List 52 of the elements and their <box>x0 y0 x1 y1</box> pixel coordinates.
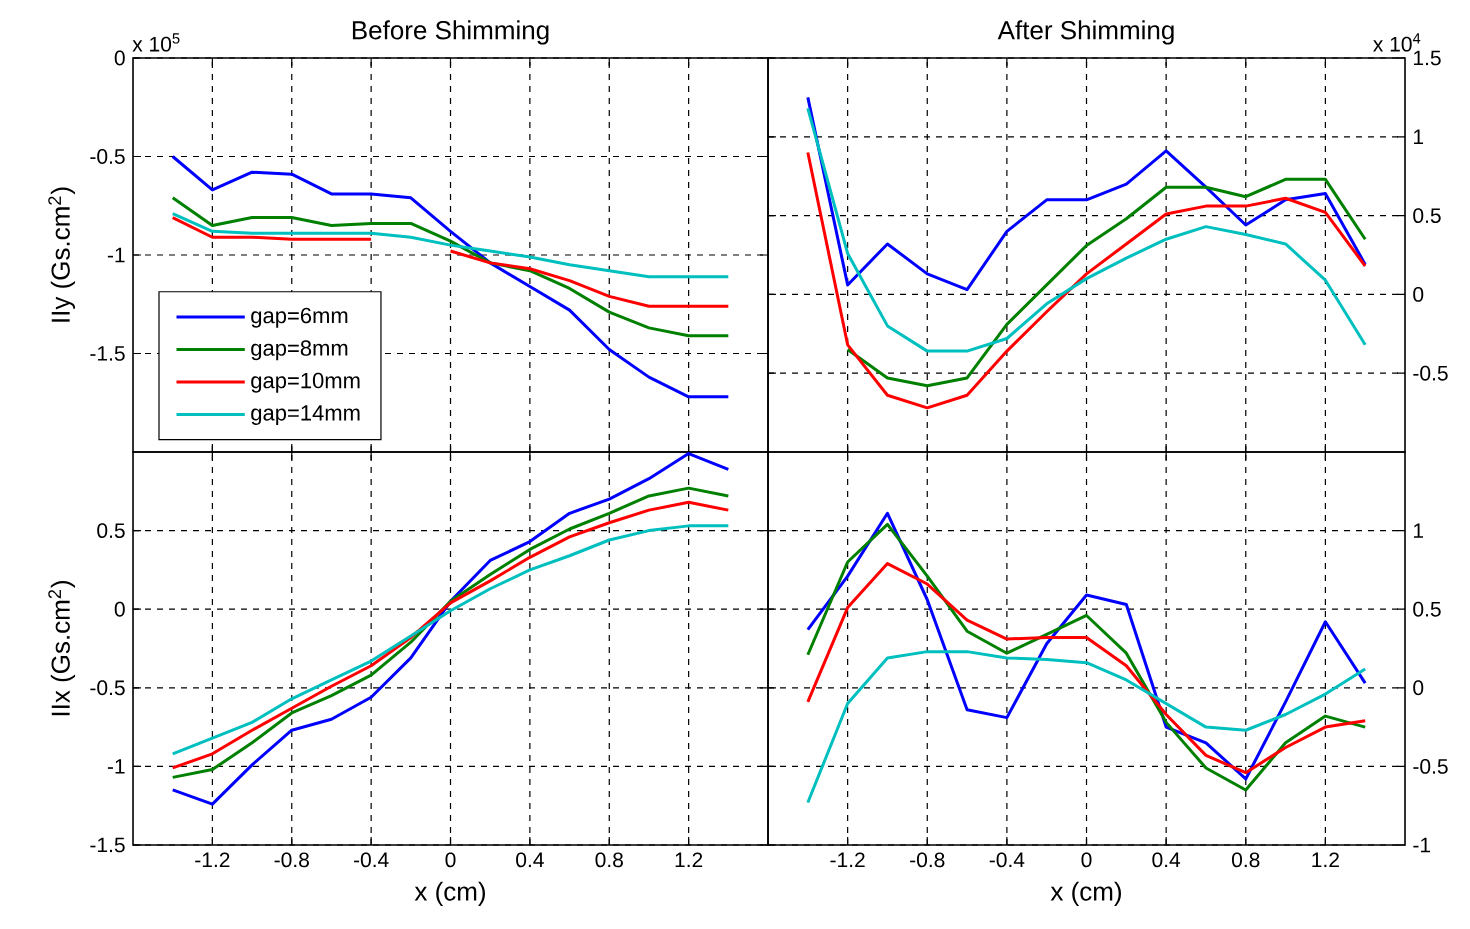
legend-label: gap=6mm <box>251 307 348 328</box>
line-series <box>806 106 1367 353</box>
line-series <box>806 151 1367 410</box>
line-series <box>171 154 730 399</box>
legend-label: gap=10mm <box>251 372 360 393</box>
y-tick-label: -1.5 <box>90 346 125 361</box>
x-tick-label: 0.4 <box>516 852 544 868</box>
y-axis-title: IIy (Gs.cm$^{2}$) <box>48 187 76 322</box>
legend-label: gap=14mm <box>251 405 360 425</box>
line-series <box>171 452 730 806</box>
y2-tick-label: 0 <box>1413 680 1424 696</box>
y-axis-title: IIx (Gs.cm$^{2}$) <box>48 580 76 716</box>
y2-tick-label: -0.5 <box>1413 758 1448 774</box>
y-tick-label: 0 <box>114 601 125 617</box>
x-tick-label: -0.8 <box>274 852 309 868</box>
x-tick-label: -0.4 <box>353 852 389 868</box>
y2-tick-label: -0.5 <box>1413 365 1448 381</box>
chart-title: After Shimming <box>997 20 1174 45</box>
line-series <box>171 196 730 338</box>
y2-tick-label: 0 <box>1413 286 1424 302</box>
x-axis-title: x (cm) <box>1050 881 1121 906</box>
x-tick-label: -0.8 <box>910 852 945 868</box>
y2-tick-label: 0.5 <box>1413 208 1441 224</box>
x-tick-label: 0.8 <box>1231 852 1260 868</box>
x-tick-label: 0.8 <box>595 852 623 868</box>
y-tick-label: -0.5 <box>90 680 125 696</box>
text: x 10$^{5}$ <box>132 33 180 52</box>
y-tick-label: -0.5 <box>90 149 125 164</box>
y2-tick-label: 0.5 <box>1413 601 1441 617</box>
x-axis-title: x (cm) <box>414 881 485 906</box>
x-tick-label: 0.4 <box>1152 852 1181 868</box>
x-tick-label: -0.4 <box>989 852 1025 868</box>
y2-tick-label: 1 <box>1414 523 1424 538</box>
chart-title: Before Shimming <box>352 20 549 45</box>
x-tick-label: -1.2 <box>830 852 865 868</box>
y-tick-label: -1.5 <box>90 837 125 853</box>
y2-tick-label: -1 <box>1413 837 1431 853</box>
x-tick-label: 1.2 <box>1312 852 1339 868</box>
line-series <box>846 177 1367 388</box>
y-tick-label: -1 <box>107 759 125 774</box>
x-tick-label: -1.2 <box>195 852 230 868</box>
x-tick-label: 0 <box>445 852 456 868</box>
y2-tick-label: 1.5 <box>1414 50 1441 66</box>
y-tick-label: 0 <box>114 50 125 66</box>
y-tick-label: 0.5 <box>97 523 125 539</box>
legend-label: gap=8mm <box>251 340 348 361</box>
line-series <box>806 562 1367 775</box>
y2-tick-label: 1 <box>1414 129 1424 144</box>
x-tick-label: 0 <box>1081 852 1092 868</box>
x-tick-label: 1.2 <box>675 852 703 868</box>
y-tick-label: -1 <box>107 247 125 263</box>
line-series <box>806 95 1367 292</box>
